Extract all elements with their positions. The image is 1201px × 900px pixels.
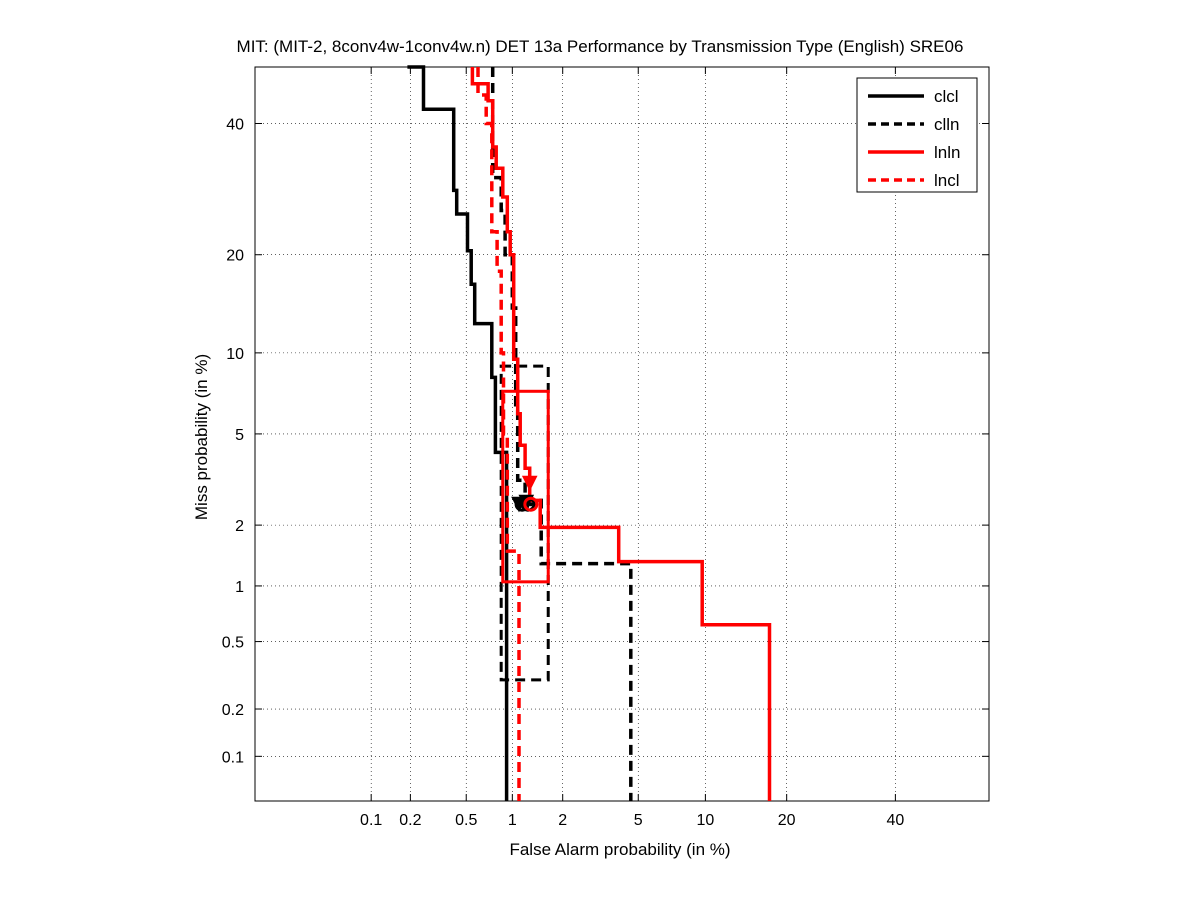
y-tick-label: 1	[235, 579, 244, 596]
confidence-box-clln	[499, 364, 550, 682]
series-clcl	[407, 65, 509, 801]
min-dcf-marker-lnln	[523, 496, 539, 512]
y-tick-label: 5	[235, 427, 244, 444]
y-tick-label: 10	[226, 346, 244, 363]
dcf-markers	[511, 475, 539, 513]
x-tick-label: 1	[508, 812, 517, 829]
x-tick-label: 2	[558, 812, 567, 829]
series-lnln	[470, 67, 772, 801]
x-axis-label: False Alarm probability (in %)	[509, 840, 730, 859]
y-tick-label: 0.2	[222, 702, 244, 719]
x-tick-label: 20	[778, 812, 796, 829]
det-curve-lnln	[470, 67, 772, 801]
act-dcf-marker-lnln	[521, 475, 538, 492]
x-tick-label: 10	[696, 812, 714, 829]
axis-ticks: 0.1 0.2 0.5 1 2 5 10 20 40 0.1 0.2 0.5 1 2 5 10 20 40	[222, 67, 989, 829]
series-layer	[407, 65, 772, 801]
y-tick-label: 40	[226, 117, 244, 134]
det-curve-lncl	[476, 67, 521, 801]
x-tick-label: 0.1	[360, 812, 382, 829]
y-tick-label: 0.1	[222, 749, 244, 766]
y-tick-label: 2	[235, 518, 244, 535]
y-tick-label: 20	[226, 248, 244, 265]
legend-label-clln: clln	[934, 115, 960, 134]
legend: clcl clln lnln lncl	[856, 77, 978, 193]
legend-label-lncl: lncl	[934, 171, 960, 190]
confidence-box-lnln	[501, 389, 550, 584]
x-tick-label: 5	[634, 812, 643, 829]
x-tick-label: 0.2	[399, 812, 421, 829]
min-dcf-dot-lnln	[528, 502, 533, 507]
series-clln	[490, 67, 633, 801]
legend-label-lnln: lnln	[934, 143, 960, 162]
series-lncl	[476, 67, 521, 801]
x-tick-label: 0.5	[455, 812, 477, 829]
x-tick-label: 40	[886, 812, 904, 829]
y-tick-label: 0.5	[222, 635, 244, 652]
y-axis-label: Miss probability (in %)	[192, 354, 211, 520]
det-curve-clcl	[407, 65, 509, 801]
chart-title: MIT: (MIT-2, 8conv4w-1conv4w.n) DET 13a …	[237, 37, 964, 56]
det-curve-clln	[490, 67, 633, 801]
legend-label-clcl: clcl	[934, 87, 959, 106]
